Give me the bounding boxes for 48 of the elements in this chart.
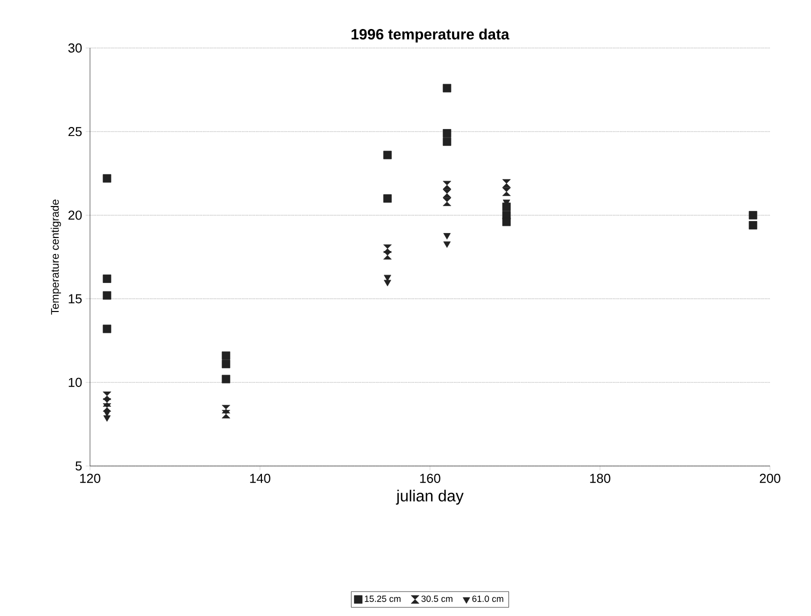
y-tick-label: 10: [68, 378, 82, 387]
point: [442, 137, 452, 146]
point: [102, 174, 112, 183]
point: [222, 410, 230, 418]
x-axis-title: julian day: [396, 490, 464, 505]
y-tick-label: 20: [68, 210, 82, 220]
point: [102, 324, 112, 334]
point: [383, 194, 392, 203]
point: [442, 189, 452, 198]
point: [442, 198, 452, 206]
point: [102, 392, 112, 400]
x-tick-label: 200: [760, 474, 780, 483]
legend-label: 30.5 cm: [421, 596, 452, 602]
y-tick-label: 15: [68, 294, 82, 304]
point: [384, 274, 392, 282]
legend-label: 15.25 cm: [364, 596, 400, 602]
x-tick-label: 160: [420, 474, 440, 483]
point: [383, 251, 392, 260]
point: [442, 180, 452, 190]
point: [748, 221, 758, 230]
point: [443, 233, 451, 240]
point: [502, 179, 511, 188]
point: [102, 291, 112, 300]
point: [442, 129, 452, 138]
point: [442, 84, 452, 92]
point: [222, 351, 230, 360]
point: [383, 244, 392, 253]
x-tick-label: 120: [80, 474, 100, 483]
point: [102, 403, 112, 412]
point: [384, 280, 392, 286]
y-axis-title: Temperature centigrade: [50, 200, 61, 315]
point: [502, 188, 511, 196]
x-tick-label: 140: [250, 474, 270, 483]
y-tick-label: 5: [76, 461, 82, 471]
point: [222, 404, 230, 414]
legend-label: 61.0 cm: [472, 596, 504, 602]
point: [383, 150, 392, 160]
point: [443, 241, 451, 248]
y-tick-label: 25: [68, 127, 82, 136]
point: [222, 374, 230, 384]
y-tick-label: 30: [68, 43, 82, 53]
point: [222, 360, 230, 368]
chart-title: 1996 temperature data: [352, 28, 510, 42]
point: [102, 398, 112, 407]
point: [103, 415, 111, 422]
point: [502, 218, 511, 226]
x-tick-label: 180: [590, 474, 610, 483]
point: [102, 274, 112, 283]
